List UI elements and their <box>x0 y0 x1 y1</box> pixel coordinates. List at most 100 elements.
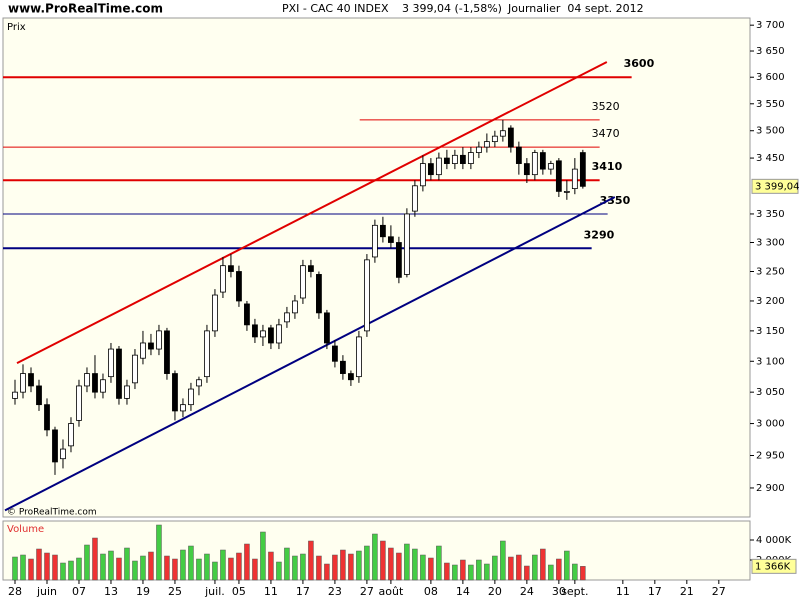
volume-bar <box>492 555 498 581</box>
volume-bar <box>52 554 58 581</box>
volume-bar <box>572 563 578 581</box>
volume-bar <box>76 557 82 581</box>
volume-bar <box>500 540 506 581</box>
level-label: 3350 <box>600 194 631 207</box>
last-price-label: 3 399,04 <box>755 181 800 192</box>
volume-bar <box>68 560 74 581</box>
candle-body <box>547 163 554 170</box>
x-tick-label: 20 <box>488 585 502 598</box>
volume-bar <box>124 547 130 581</box>
candle-body <box>148 342 154 350</box>
y-tick-label: 3 050 <box>756 387 785 398</box>
candle-body <box>12 391 18 399</box>
x-tick-label: 25 <box>168 585 182 598</box>
x-tick-label: 05 <box>232 585 246 598</box>
volume-bar <box>100 553 106 581</box>
y-tick-label: 3 700 <box>756 20 785 31</box>
candle-body <box>531 152 538 176</box>
candle-body <box>196 379 202 387</box>
candle-body <box>467 152 474 164</box>
price-panel <box>2 17 751 518</box>
candle-body <box>340 360 346 374</box>
candle-body <box>515 146 522 164</box>
candle-body <box>443 157 450 164</box>
candle-body <box>276 324 282 344</box>
volume-bar <box>44 552 50 581</box>
candle-body <box>491 135 498 143</box>
x-tick-label: 13 <box>104 585 118 598</box>
volume-bar <box>204 553 210 581</box>
y-tick-label: 3 250 <box>756 267 785 278</box>
candle-body <box>76 385 82 421</box>
volume-bar <box>428 557 434 581</box>
volume-bar <box>116 557 122 581</box>
volume-bar <box>92 537 98 581</box>
volume-bar <box>460 559 466 581</box>
last-volume-label: 1 366K <box>755 561 791 572</box>
volume-bar <box>236 552 242 581</box>
volume-bar <box>228 557 234 581</box>
candle-body <box>571 168 578 189</box>
x-tick-label: 30 <box>552 585 566 598</box>
volume-bar <box>244 543 250 581</box>
quote: 3 399,04 (-1,58%) <box>402 2 502 15</box>
volume-bar <box>12 556 18 581</box>
candle-body <box>188 388 194 406</box>
y-tick-label: 2 900 <box>756 483 785 494</box>
candle-body <box>316 274 322 314</box>
candle-body <box>499 130 506 137</box>
candle-body <box>419 163 426 187</box>
y-tick-label: 3 000 <box>756 419 785 430</box>
volume-bar <box>164 555 170 581</box>
volume-bar <box>540 548 546 581</box>
copyright: © ProRealTime.com <box>7 508 97 518</box>
candle-body <box>132 354 138 384</box>
volume-bar <box>300 553 306 581</box>
volume-bar <box>212 561 218 581</box>
candle-body <box>555 160 562 192</box>
volume-bar <box>188 545 194 581</box>
candle-body <box>300 265 306 299</box>
x-tick-label: 28 <box>8 585 22 598</box>
candle-body <box>124 385 130 399</box>
volume-bar <box>348 553 354 581</box>
volume-bar <box>356 550 362 581</box>
volume-bar <box>148 551 154 581</box>
volume-bar <box>180 549 186 581</box>
volume-bar <box>548 564 554 581</box>
volume-bar <box>508 556 514 581</box>
candle-body <box>44 404 50 431</box>
volume-bar <box>388 547 394 581</box>
candle-body <box>220 265 226 293</box>
candle-body <box>332 345 338 362</box>
candle-body <box>52 429 58 463</box>
volume-bar <box>436 545 442 581</box>
candle-body <box>252 324 258 338</box>
level-label: 3470 <box>592 127 620 140</box>
volume-bar <box>468 564 474 581</box>
x-tick-label: 24 <box>520 585 534 598</box>
volume-bar <box>196 558 202 581</box>
x-tick-label: 27 <box>360 585 374 598</box>
volume-bar <box>132 560 138 581</box>
period: Journalier 04 sept. 2012 <box>507 2 644 15</box>
candle-body <box>507 127 514 148</box>
candle-body <box>204 330 210 378</box>
candle-body <box>475 146 482 153</box>
y-tick-label: 3 150 <box>756 326 785 337</box>
volume-bar <box>220 549 226 581</box>
x-tick-label: 14 <box>456 585 470 598</box>
volume-bar <box>268 551 274 581</box>
volume-bar <box>452 564 458 581</box>
volume-bar <box>108 550 114 581</box>
volume-bar <box>84 544 90 581</box>
volume-bar <box>316 555 322 581</box>
y-tick-label: 3 300 <box>756 238 785 249</box>
y-tick-label: 3 600 <box>756 72 785 83</box>
candle-body <box>483 141 490 148</box>
volume-bar <box>140 555 146 581</box>
candle-body <box>116 348 122 399</box>
volume-bar <box>372 533 378 581</box>
x-tick-label: août <box>379 585 404 598</box>
candle-body <box>403 213 410 275</box>
